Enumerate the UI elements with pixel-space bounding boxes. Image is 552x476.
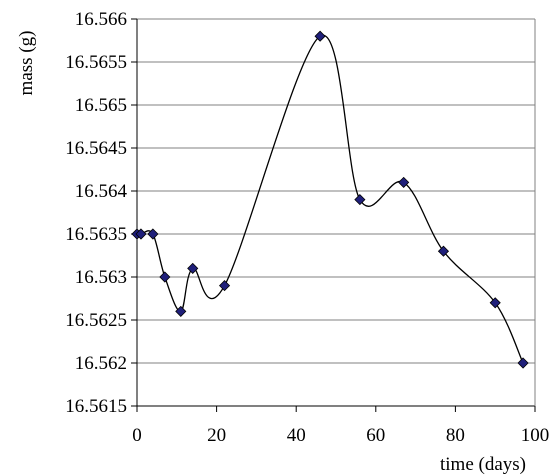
data-point — [314, 30, 326, 42]
y-tick-label: 16.5615 — [65, 396, 127, 417]
y-tick-label: 16.562 — [75, 353, 127, 374]
y-tick-label: 16.5635 — [65, 224, 127, 245]
y-tick-label: 16.5655 — [65, 52, 127, 73]
y-tick-label: 16.565 — [75, 95, 127, 116]
data-point — [159, 271, 171, 283]
x-tick-label: 20 — [207, 425, 226, 446]
data-point — [135, 228, 147, 240]
data-series — [137, 34, 524, 364]
data-markers — [131, 30, 529, 369]
data-point — [437, 245, 450, 257]
data-point — [187, 262, 199, 274]
data-point — [354, 194, 366, 206]
y-tick-label: 16.5625 — [65, 310, 127, 331]
x-tick-label: 40 — [287, 425, 306, 446]
axes — [131, 18, 536, 412]
x-tick-label: 80 — [446, 425, 465, 446]
data-point — [147, 228, 159, 240]
data-point — [489, 297, 501, 309]
data-point — [398, 176, 410, 188]
x-tick-label: 60 — [366, 425, 385, 446]
x-axis-title: time (days) — [440, 454, 526, 475]
series-line — [137, 34, 524, 364]
y-tick-labels: 16.5615 16.562 16.5625 16.563 16.5635 16.564 1… — [65, 9, 127, 417]
y-axis-title: mass (g) — [16, 31, 37, 96]
grid-lines — [137, 18, 535, 407]
data-point — [218, 280, 231, 292]
x-tick-label: 0 — [132, 425, 142, 446]
x-tick-label: 100 — [521, 425, 550, 446]
y-tick-label: 16.564 — [75, 181, 128, 202]
x-tick-labels: 0 20 40 60 80 100 — [132, 425, 549, 446]
data-point — [175, 305, 187, 317]
y-tick-label: 16.563 — [75, 267, 127, 288]
data-point — [517, 357, 529, 369]
y-tick-label: 16.5645 — [65, 138, 127, 159]
y-tick-label: 16.566 — [75, 9, 127, 30]
